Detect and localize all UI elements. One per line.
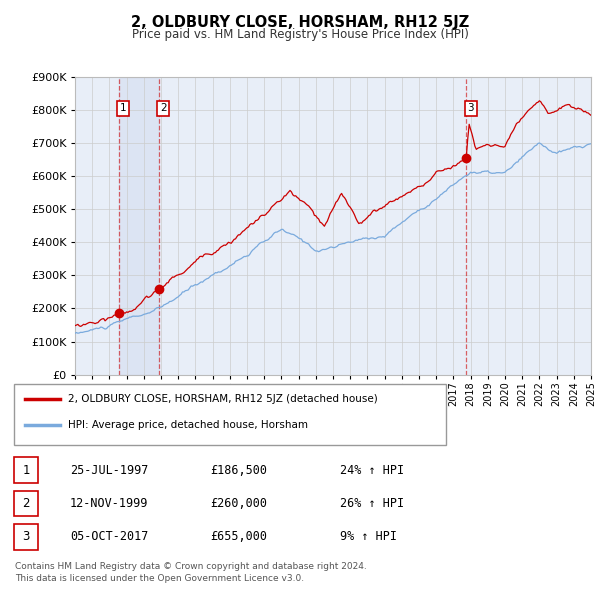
Text: 2, OLDBURY CLOSE, HORSHAM, RH12 5JZ: 2, OLDBURY CLOSE, HORSHAM, RH12 5JZ [131, 15, 469, 30]
FancyBboxPatch shape [14, 491, 38, 516]
Bar [119, 77, 159, 375]
Text: 12-NOV-1999: 12-NOV-1999 [70, 497, 148, 510]
Text: £186,500: £186,500 [210, 464, 267, 477]
Text: Price paid vs. HM Land Registry's House Price Index (HPI): Price paid vs. HM Land Registry's House … [131, 28, 469, 41]
FancyBboxPatch shape [14, 524, 38, 550]
Text: 25-JUL-1997: 25-JUL-1997 [70, 464, 148, 477]
Text: 26% ↑ HPI: 26% ↑ HPI [340, 497, 404, 510]
Text: 3: 3 [22, 530, 29, 543]
Text: 9% ↑ HPI: 9% ↑ HPI [340, 530, 397, 543]
Text: £655,000: £655,000 [210, 530, 267, 543]
Text: 05-OCT-2017: 05-OCT-2017 [70, 530, 148, 543]
Text: 1: 1 [22, 464, 30, 477]
Text: HPI: Average price, detached house, Horsham: HPI: Average price, detached house, Hors… [68, 420, 308, 430]
Text: 2: 2 [160, 103, 166, 113]
Text: £260,000: £260,000 [210, 497, 267, 510]
Text: 1: 1 [120, 103, 127, 113]
Text: Contains HM Land Registry data © Crown copyright and database right 2024.
This d: Contains HM Land Registry data © Crown c… [15, 562, 367, 583]
Text: 2: 2 [22, 497, 30, 510]
FancyBboxPatch shape [14, 457, 38, 483]
Text: 2, OLDBURY CLOSE, HORSHAM, RH12 5JZ (detached house): 2, OLDBURY CLOSE, HORSHAM, RH12 5JZ (det… [68, 394, 378, 404]
Text: 24% ↑ HPI: 24% ↑ HPI [340, 464, 404, 477]
Text: 3: 3 [467, 103, 474, 113]
FancyBboxPatch shape [14, 385, 446, 445]
